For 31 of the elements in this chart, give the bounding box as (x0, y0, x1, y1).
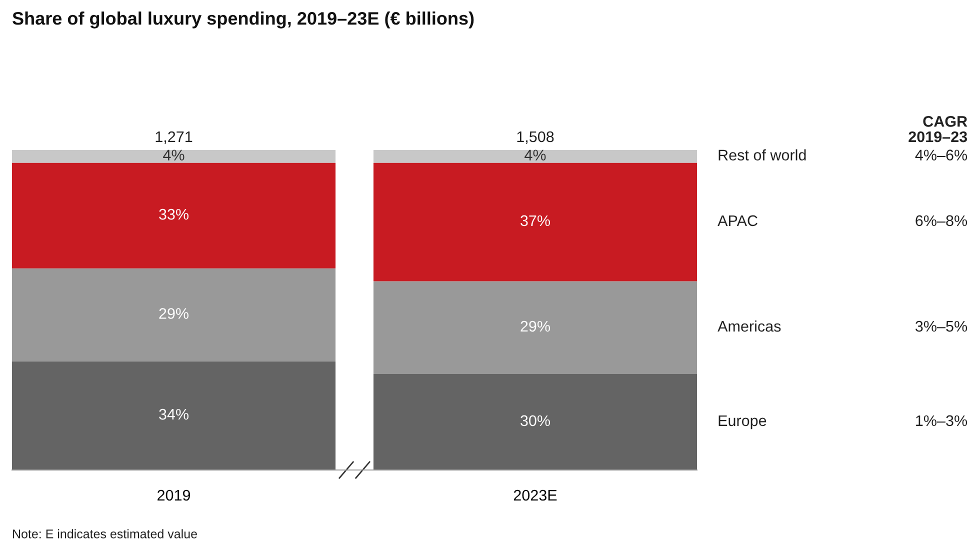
annotation: 1,508 (517, 131, 554, 144)
data-label: 29% (520, 320, 550, 332)
bar (373, 374, 697, 470)
text: 4%–6% (915, 150, 968, 160)
data-label: 4% (163, 150, 184, 160)
annotation: 1,271 (156, 131, 192, 144)
bar (373, 281, 697, 374)
series-label: Americas (718, 320, 781, 332)
series-label: APAC (718, 215, 758, 226)
data-label: 37% (520, 215, 550, 226)
text: 6%–8% (916, 215, 968, 226)
bar (12, 150, 336, 163)
bar (373, 150, 697, 163)
text: 1%–3% (916, 415, 968, 426)
bar (12, 361, 336, 470)
data-label: 30% (520, 415, 550, 426)
chart-title: Share of global luxury spending, 2019–23E (€ billions) (12, 12, 474, 28)
x-tick-label: 2019 (158, 490, 190, 501)
text: 3%–5% (916, 320, 968, 332)
data-label: 4% (524, 150, 546, 160)
bar (12, 162, 336, 268)
data-label: 33% (159, 208, 189, 220)
text: Note: E indicates estimated value (13, 529, 197, 538)
bar (12, 268, 336, 362)
text: CAGR 2019–23 (908, 116, 968, 142)
data-label: 29% (159, 308, 189, 319)
series-label: Europe (718, 415, 766, 430)
data-label: 34% (159, 408, 189, 420)
x-tick-label: 2023E (514, 490, 557, 501)
bar (373, 162, 697, 282)
series-label: Rest of world (718, 149, 806, 160)
